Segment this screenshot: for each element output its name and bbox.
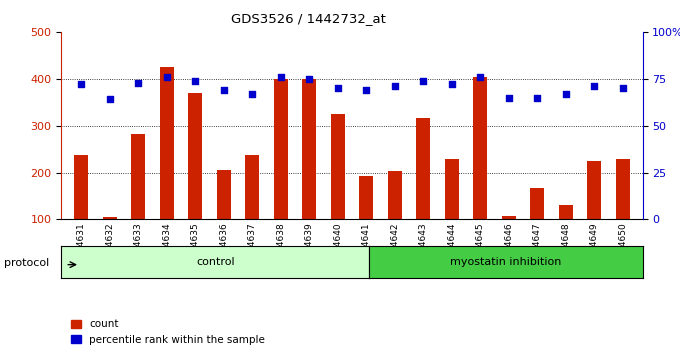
Bar	[416, 118, 430, 219]
Bar	[587, 161, 601, 219]
Text: GDS3526 / 1442732_at: GDS3526 / 1442732_at	[231, 12, 386, 25]
Point	[275, 74, 286, 80]
Point	[360, 87, 371, 93]
Point	[333, 85, 343, 91]
Bar	[74, 155, 88, 219]
Bar	[445, 159, 459, 219]
Point	[104, 97, 115, 102]
Text: control: control	[196, 257, 235, 267]
Bar	[188, 93, 202, 219]
Bar	[558, 205, 573, 219]
Point	[589, 84, 600, 89]
Point	[617, 85, 628, 91]
Bar	[615, 159, 630, 219]
Bar	[502, 216, 515, 219]
Point	[247, 91, 258, 97]
Bar	[388, 171, 402, 219]
Bar	[359, 176, 373, 219]
Point	[503, 95, 514, 101]
Point	[418, 78, 428, 84]
Point	[475, 74, 486, 80]
Point	[304, 76, 315, 81]
Bar	[273, 79, 288, 219]
Bar	[245, 155, 259, 219]
Point	[190, 78, 201, 84]
Point	[133, 80, 143, 85]
Legend: count, percentile rank within the sample: count, percentile rank within the sample	[67, 315, 269, 349]
Bar	[103, 217, 117, 219]
Point	[532, 95, 543, 101]
Bar	[216, 170, 231, 219]
Bar	[302, 79, 316, 219]
Point	[161, 74, 172, 80]
Point	[560, 91, 571, 97]
Bar	[330, 114, 345, 219]
Point	[218, 87, 229, 93]
Bar	[160, 67, 174, 219]
Bar	[473, 78, 488, 219]
Point	[75, 81, 86, 87]
Point	[389, 84, 400, 89]
Bar	[530, 188, 544, 219]
Point	[446, 81, 457, 87]
Text: protocol: protocol	[4, 258, 50, 268]
Bar	[131, 134, 146, 219]
Text: myostatin inhibition: myostatin inhibition	[450, 257, 562, 267]
